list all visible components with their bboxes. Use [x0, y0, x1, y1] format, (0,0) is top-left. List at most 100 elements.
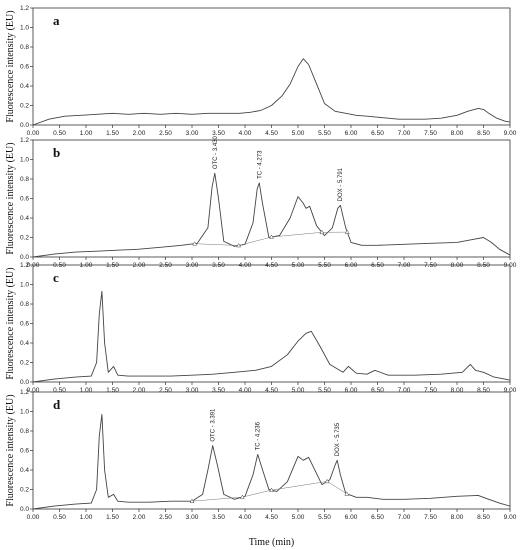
x-tick-label: 0.50 — [53, 387, 66, 394]
baseline-marker — [239, 494, 245, 499]
x-tick-label: 2.50 — [159, 387, 172, 394]
x-tick-label: 1.50 — [106, 130, 119, 137]
y-tick-label: 1.2 — [20, 262, 29, 269]
panel-letter: c — [53, 270, 59, 285]
x-tick-label: 0.50 — [53, 514, 66, 521]
y-tick-label: 0.2 — [20, 103, 29, 110]
panel-b: 0.00.20.40.60.81.01.20.00 0.50 1.00 1.50 2.0… — [5, 135, 517, 269]
x-tick-label: 0.00 — [27, 387, 40, 394]
x-tick-label: 4.00 — [239, 387, 252, 394]
x-tick-label: 5.50 — [318, 387, 331, 394]
x-tick-label: 9.00 — [504, 387, 517, 394]
baseline-marker — [344, 229, 350, 234]
x-tick-label: 4.50 — [265, 514, 278, 521]
baseline-line — [191, 481, 347, 502]
y-tick-label: 0.8 — [20, 428, 29, 435]
y-tick-label: 0.8 — [20, 176, 29, 183]
x-tick-label: 6.50 — [371, 514, 384, 521]
y-axis-title: Fluorescence intensity (EU) — [5, 267, 16, 379]
y-tick-label: 0.0 — [20, 379, 29, 386]
x-tick-label: 3.50 — [212, 262, 225, 269]
y-tick-label: 0.0 — [20, 506, 29, 513]
x-tick-label: 3.00 — [186, 387, 199, 394]
baseline-marker — [324, 478, 330, 484]
x-tick-label: 4.00 — [239, 130, 252, 137]
x-tick-label: 5.00 — [292, 130, 305, 137]
x-tick-label: 2.50 — [159, 514, 172, 521]
panel-a: 0.0 0.2 0.4 0.6 0.8 1.0 1.2 0.00 0.50 1.00 1.50 2.0… — [5, 5, 517, 137]
x-tick-label: 5.00 — [292, 514, 305, 521]
x-tick-label: 2.00 — [133, 262, 146, 269]
baseline-marker — [192, 241, 198, 246]
baseline-marker — [269, 234, 274, 239]
x-tick-label: 8.50 — [477, 262, 490, 269]
x-tick-label: 3.00 — [186, 130, 199, 137]
baseline-marker — [236, 242, 242, 248]
x-tick-label: 2.50 — [159, 262, 172, 269]
x-tick-label: 5.50 — [318, 130, 331, 137]
x-tick-label: 7.00 — [398, 514, 411, 521]
y-tick-label: 1.0 — [20, 282, 29, 289]
x-tick-label: 6.00 — [345, 262, 358, 269]
y-tick-label: 0.8 — [20, 301, 29, 308]
y-tick-label: 0.8 — [20, 44, 29, 51]
x-tick-label: 7.00 — [398, 130, 411, 137]
peak-label: TC - 4.273 — [257, 150, 263, 179]
chromatogram-trace — [32, 172, 511, 258]
panel-d: 0.00.20.40.60.81.01.20.00 0.50 1.00 1.50 2.0… — [5, 389, 517, 521]
y-tick-label: 1.0 — [20, 25, 29, 32]
x-tick-label: 7.50 — [424, 387, 437, 394]
x-tick-label: 9.00 — [504, 130, 517, 137]
x-tick-label: 3.50 — [212, 387, 225, 394]
x-tick-label: 3.00 — [186, 262, 199, 269]
y-axis-title: Fluorescence intensity (EU) — [5, 10, 16, 122]
peak-label: OTC - 3.391 — [211, 408, 217, 442]
x-tick-label: 5.50 — [318, 514, 331, 521]
y-tick-label: 1.2 — [20, 5, 29, 12]
x-tick-label: 1.00 — [80, 262, 93, 269]
baseline-marker — [189, 498, 195, 503]
x-tick-label: 2.00 — [133, 130, 146, 137]
x-tick-label: 4.00 — [239, 262, 252, 269]
y-tick-label: 0.4 — [20, 340, 29, 347]
x-tick-label: 8.50 — [477, 387, 490, 394]
panels-group: 0.0 0.2 0.4 0.6 0.8 1.0 1.2 0.00 0.50 1.00 1.50 2.0… — [5, 5, 517, 521]
chromatogram-trace — [32, 413, 511, 510]
x-tick-label: 8.00 — [451, 514, 464, 521]
x-tick-label: 3.50 — [212, 514, 225, 521]
peak-label: DOX - 5.735 — [335, 422, 341, 456]
baseline-line — [194, 231, 348, 246]
y-tick-label: 0.2 — [20, 487, 29, 494]
x-tick-label: 8.00 — [451, 130, 464, 137]
x-tick-label: 8.00 — [451, 262, 464, 269]
peak-label: TC - 4.236 — [256, 421, 262, 450]
y-axis-title: Fluorescence intensity (EU) — [5, 394, 16, 506]
y-tick-label: 0.6 — [20, 321, 29, 328]
x-tick-label: 5.00 — [292, 262, 305, 269]
y-tick-label: 0.0 — [20, 122, 29, 129]
y-tick-label: 0.2 — [20, 235, 29, 242]
y-tick-label: 0.6 — [20, 448, 29, 455]
panel-letter: b — [53, 145, 60, 160]
x-tick-label: 8.50 — [477, 514, 490, 521]
y-tick-label: 0.4 — [20, 83, 29, 90]
y-tick-label: 0.4 — [20, 215, 29, 222]
x-tick-label: 6.00 — [345, 130, 358, 137]
y-axis-title: Fluorescence intensity (EU) — [5, 142, 16, 254]
y-tick-label: 0.4 — [20, 467, 29, 474]
y-tick-label: 1.2 — [20, 137, 29, 144]
x-tick-label: 7.00 — [398, 387, 411, 394]
peak-label: OTC - 3.430 — [213, 135, 219, 169]
x-tick-label: 7.50 — [424, 130, 437, 137]
peak-label: DOX - 5.791 — [338, 167, 344, 201]
x-tick-label: 0.50 — [53, 130, 66, 137]
x-tick-label: 4.50 — [265, 387, 278, 394]
x-tick-label: 6.50 — [371, 130, 384, 137]
y-tick-label: 0.6 — [20, 196, 29, 203]
x-tick-label: 2.00 — [133, 514, 146, 521]
x-tick-label: 8.50 — [477, 130, 490, 137]
x-tick-label: 6.50 — [371, 387, 384, 394]
x-tick-label: 6.00 — [345, 514, 358, 521]
x-tick-label: 5.50 — [318, 262, 331, 269]
